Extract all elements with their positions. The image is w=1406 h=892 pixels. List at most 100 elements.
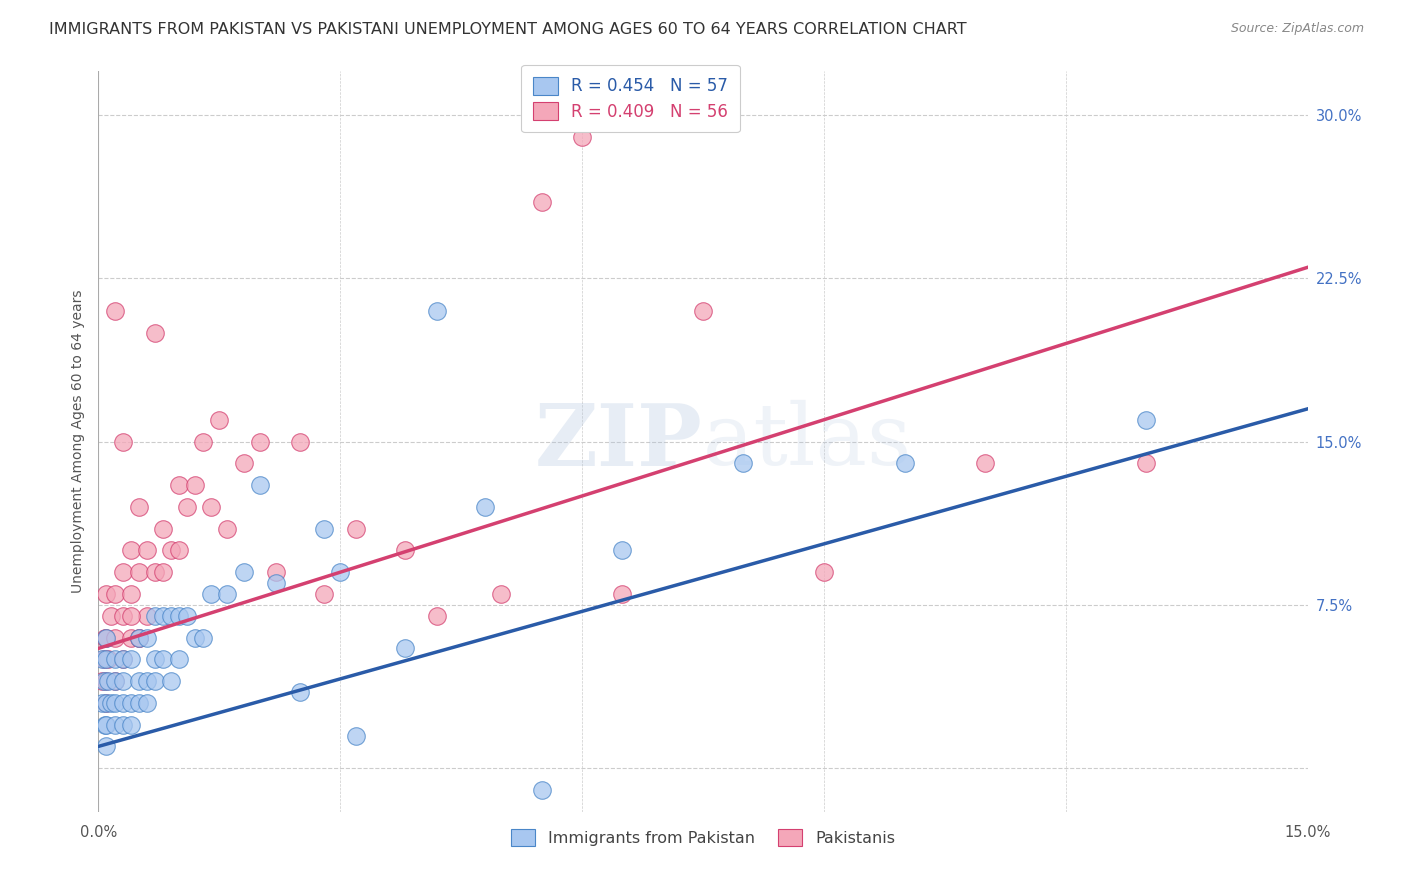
Point bbox=[103, 674, 125, 689]
Point bbox=[612, 543, 634, 558]
Point bbox=[193, 631, 215, 645]
Point bbox=[152, 522, 174, 536]
Point bbox=[167, 543, 190, 558]
Point bbox=[394, 641, 416, 656]
Point bbox=[167, 652, 190, 666]
Point bbox=[135, 608, 157, 623]
Point bbox=[96, 652, 118, 666]
Point bbox=[111, 696, 134, 710]
Point bbox=[128, 674, 150, 689]
Point bbox=[103, 717, 125, 731]
Point bbox=[120, 717, 142, 731]
Point bbox=[143, 565, 166, 579]
Point bbox=[111, 674, 134, 689]
Point bbox=[167, 608, 190, 623]
Point bbox=[97, 674, 120, 689]
Point bbox=[176, 500, 198, 514]
Point bbox=[120, 696, 142, 710]
Point bbox=[111, 565, 134, 579]
Point bbox=[288, 434, 311, 449]
Point bbox=[193, 434, 215, 449]
Point bbox=[612, 587, 634, 601]
Point bbox=[111, 434, 134, 449]
Point bbox=[96, 587, 118, 601]
Point bbox=[344, 729, 367, 743]
Point bbox=[97, 652, 120, 666]
Point bbox=[217, 587, 239, 601]
Point bbox=[152, 565, 174, 579]
Point bbox=[314, 522, 336, 536]
Point bbox=[530, 194, 553, 209]
Legend: Immigrants from Pakistan, Pakistanis: Immigrants from Pakistan, Pakistanis bbox=[501, 819, 905, 855]
Point bbox=[167, 478, 190, 492]
Point bbox=[93, 652, 115, 666]
Point bbox=[143, 326, 166, 340]
Point bbox=[100, 608, 122, 623]
Point bbox=[135, 631, 157, 645]
Point bbox=[249, 434, 271, 449]
Point bbox=[974, 456, 997, 470]
Point bbox=[103, 304, 125, 318]
Point bbox=[96, 696, 118, 710]
Point bbox=[103, 631, 125, 645]
Point bbox=[200, 500, 222, 514]
Point bbox=[103, 696, 125, 710]
Point bbox=[128, 631, 150, 645]
Point bbox=[91, 674, 114, 689]
Point bbox=[184, 478, 207, 492]
Point bbox=[94, 631, 117, 645]
Point bbox=[93, 674, 115, 689]
Point bbox=[152, 608, 174, 623]
Point bbox=[344, 522, 367, 536]
Text: atlas: atlas bbox=[703, 400, 912, 483]
Point bbox=[813, 565, 835, 579]
Point bbox=[530, 783, 553, 797]
Point bbox=[426, 608, 449, 623]
Point bbox=[135, 543, 157, 558]
Text: ZIP: ZIP bbox=[536, 400, 703, 483]
Point bbox=[96, 631, 118, 645]
Point bbox=[103, 587, 125, 601]
Point bbox=[329, 565, 352, 579]
Point bbox=[217, 522, 239, 536]
Point bbox=[120, 652, 142, 666]
Point bbox=[160, 543, 183, 558]
Point bbox=[232, 565, 254, 579]
Point bbox=[1135, 413, 1157, 427]
Point bbox=[96, 696, 118, 710]
Point bbox=[1135, 456, 1157, 470]
Point bbox=[100, 696, 122, 710]
Point bbox=[128, 565, 150, 579]
Point bbox=[733, 456, 755, 470]
Point bbox=[103, 652, 125, 666]
Point bbox=[314, 587, 336, 601]
Point bbox=[111, 608, 134, 623]
Point bbox=[143, 674, 166, 689]
Point bbox=[143, 608, 166, 623]
Point bbox=[94, 717, 117, 731]
Point bbox=[692, 304, 714, 318]
Point bbox=[249, 478, 271, 492]
Point bbox=[571, 129, 593, 144]
Point bbox=[152, 652, 174, 666]
Point bbox=[893, 456, 915, 470]
Point bbox=[160, 608, 183, 623]
Point bbox=[143, 652, 166, 666]
Point bbox=[111, 652, 134, 666]
Point bbox=[128, 500, 150, 514]
Point bbox=[288, 685, 311, 699]
Point bbox=[184, 631, 207, 645]
Point bbox=[426, 304, 449, 318]
Point bbox=[120, 631, 142, 645]
Point bbox=[208, 413, 231, 427]
Point bbox=[120, 587, 142, 601]
Point bbox=[128, 631, 150, 645]
Point bbox=[264, 565, 287, 579]
Point bbox=[96, 674, 118, 689]
Point bbox=[200, 587, 222, 601]
Point bbox=[96, 717, 118, 731]
Point bbox=[232, 456, 254, 470]
Point bbox=[394, 543, 416, 558]
Point bbox=[176, 608, 198, 623]
Point bbox=[135, 674, 157, 689]
